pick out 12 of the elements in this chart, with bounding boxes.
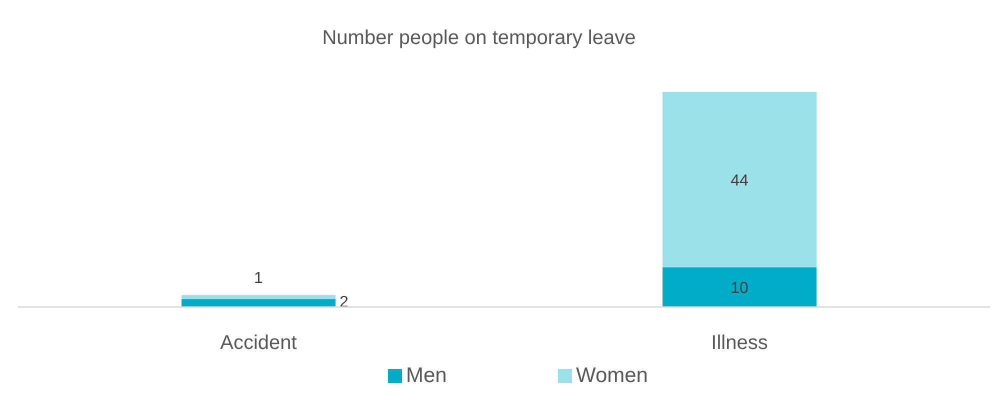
data-label: 10 [730,280,748,298]
legend-label: Men [406,364,447,387]
bar [662,92,816,268]
x-tick-label: Illness [711,332,768,354]
bar [182,299,336,307]
x-tick-label: Accident [220,332,298,354]
bar [182,295,336,300]
bar [662,267,816,307]
data-label: 1 [254,270,264,288]
chart-title: Number people on temporary leave [322,27,636,49]
data-label: 44 [730,172,748,190]
legend-label: Women [576,364,648,387]
